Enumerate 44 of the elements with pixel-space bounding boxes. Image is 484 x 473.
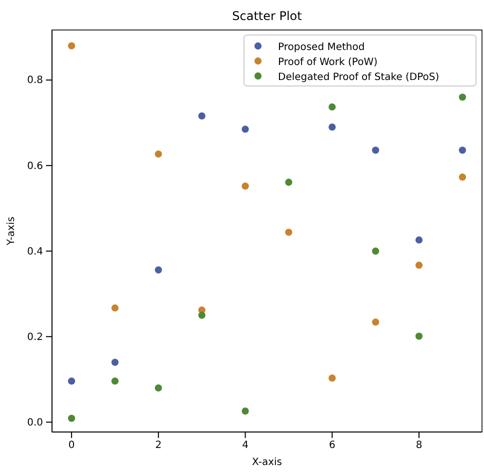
legend-label: Proposed Method <box>278 42 365 53</box>
point <box>154 266 162 274</box>
point <box>68 414 76 422</box>
y-tick-label: 0.4 <box>27 246 43 258</box>
y-axis-title: Y-axis <box>6 216 17 246</box>
point <box>415 236 423 244</box>
point <box>154 384 162 392</box>
point <box>242 182 249 190</box>
legend-label: Proof of Work (PoW) <box>278 57 378 68</box>
x-tick-label: 8 <box>416 440 422 452</box>
point <box>415 332 423 340</box>
legend-label: Delegated Proof of Stake (DPoS) <box>278 72 440 83</box>
point <box>111 358 119 366</box>
point <box>154 150 162 158</box>
point <box>68 42 76 50</box>
point <box>198 112 206 120</box>
point <box>372 318 380 326</box>
chart-title: Scatter Plot <box>232 9 302 23</box>
point <box>285 178 292 186</box>
point <box>111 378 119 385</box>
x-tick-label: 0 <box>68 440 75 452</box>
point <box>372 248 380 255</box>
x-tick-label: 6 <box>328 440 336 452</box>
point <box>285 228 292 236</box>
point <box>242 126 249 133</box>
point <box>328 374 336 382</box>
point <box>328 124 336 131</box>
point <box>198 312 206 319</box>
y-tick-label: 0.8 <box>27 75 43 86</box>
y-tick-label: 0.6 <box>27 160 43 172</box>
point <box>458 146 466 154</box>
x-axis-title: X-axis <box>252 457 282 468</box>
y-tick-label: 0.0 <box>27 417 43 428</box>
point <box>458 94 466 101</box>
point <box>68 378 76 385</box>
point <box>242 407 249 415</box>
x-tick-label: 4 <box>242 440 248 452</box>
point <box>415 262 423 269</box>
point <box>458 174 466 181</box>
point <box>111 304 119 312</box>
point <box>328 103 336 111</box>
point <box>372 146 380 154</box>
y-tick-label: 0.2 <box>27 332 43 343</box>
x-tick-label: 2 <box>155 440 162 452</box>
